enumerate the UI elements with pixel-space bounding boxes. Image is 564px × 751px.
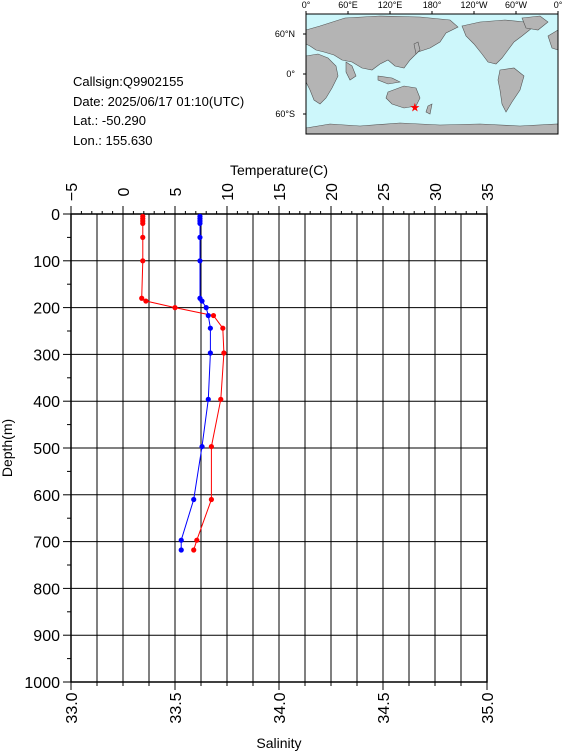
salinity-data-point: [178, 537, 184, 543]
land-greenland: [521, 15, 549, 31]
land-north-america: [461, 19, 533, 65]
salinity-data-point: [205, 312, 211, 319]
map-lon-label: 180°: [423, 0, 442, 10]
temperature-data-point: [208, 496, 214, 503]
temperature-tick-label: 5: [168, 187, 185, 196]
map-ticks: [303, 11, 559, 115]
map-lat-label: 60°N: [275, 29, 295, 39]
salinity-data-point: [203, 305, 209, 311]
temperature-data-point: [140, 234, 146, 240]
map-lon-label: 60°E: [338, 0, 358, 10]
map-lat-label: 60°S: [275, 109, 295, 119]
salinity-data-point: [197, 220, 203, 226]
map-lon-label: 0°: [302, 0, 311, 10]
temperature-data-point: [140, 220, 146, 226]
map-lat-label: 0°: [286, 69, 295, 79]
temperature-tick-label: 10: [220, 183, 237, 201]
temperature-data-point: [218, 396, 224, 402]
salinity-data-point: [207, 325, 213, 331]
temperature-tick-label: 25: [376, 183, 393, 201]
land-new-zealand: [425, 103, 433, 115]
depth-tick-label: 400: [33, 394, 60, 411]
data-series: [139, 213, 227, 553]
depth-tick-label: 500: [33, 441, 60, 458]
depth-tick-label: 100: [33, 254, 60, 271]
temperature-tick-label: 35: [480, 183, 497, 201]
land-eurasia: [305, 15, 459, 71]
depth-tick-label: 0: [51, 207, 60, 224]
salinity-data-point: [207, 350, 213, 356]
salinity-axis-title: Salinity: [256, 735, 301, 751]
latitude-text: Lat.: -50.290: [73, 113, 146, 128]
temperature-data-point: [194, 537, 200, 543]
salinity-data-point: [199, 443, 205, 450]
temperature-data-point: [172, 305, 178, 311]
land-africa: [305, 53, 339, 105]
station-info: Callsign:Q9902155 Date: 2025/06/17 01:10…: [73, 72, 244, 150]
temperature-data-point: [210, 312, 217, 319]
temperature-data-point: [221, 350, 227, 356]
map-lat-labels: 60°N 0° 60°S: [275, 29, 296, 119]
depth-tick-label: 800: [33, 581, 60, 598]
depth-axis-title: Depth(m): [0, 419, 15, 477]
map-lon-label: 0°: [554, 0, 563, 10]
temperature-data-point: [139, 295, 145, 301]
land-australia: [385, 85, 421, 109]
map-lon-label: 120°W: [460, 0, 488, 10]
land-indonesia: [377, 75, 401, 85]
salinity-tick-label: 33.5: [168, 692, 185, 723]
temperature-tick-label: −5: [64, 183, 81, 201]
depth-tick-label: 1000: [24, 675, 60, 692]
temperature-tick-label: 20: [324, 183, 341, 201]
land-south-america: [497, 67, 525, 113]
temperature-data-point: [208, 443, 214, 450]
land-india: [345, 61, 357, 81]
temperature-axis-title: Temperature(C): [230, 162, 328, 178]
temperature-tick-label: 30: [428, 183, 445, 201]
salinity-tick-label: 33.0: [64, 692, 81, 723]
map-land: [305, 15, 559, 135]
longitude-text: Lon.: 155.630: [73, 132, 153, 148]
map-lon-label: 60°W: [505, 0, 528, 10]
salinity-tick-label: 34.0: [272, 692, 289, 723]
salinity-tick-label: 34.5: [376, 692, 393, 723]
salinity-tick-label: 35.0: [480, 692, 497, 723]
depth-tick-label: 300: [33, 347, 60, 364]
date-text: Date: 2025/06/17 01:10(UTC): [73, 93, 245, 109]
temperature-data-point: [220, 325, 226, 331]
depth-tick-label: 600: [33, 488, 60, 505]
callsign-text: Callsign:Q9902155: [73, 74, 184, 89]
temperature-data-point: [143, 298, 149, 304]
salinity-data-point: [178, 547, 184, 553]
chart-grid: [70, 213, 488, 683]
temperature-data-point: [191, 547, 197, 553]
salinity-data-point: [197, 234, 203, 240]
depth-tick-label: 900: [33, 628, 60, 645]
map-lon-labels: 0° 60°E 120°E 180° 120°W 60°W 0°: [302, 0, 563, 10]
land-japan: [413, 41, 421, 55]
salinity-data-point: [205, 396, 211, 402]
salinity-data-point: [199, 298, 205, 304]
salinity-data-point: [191, 496, 197, 503]
depth-tick-label: 200: [33, 301, 60, 318]
temperature-tick-label: 15: [272, 183, 289, 201]
depth-tick-label: 700: [33, 535, 60, 552]
salinity-data-point: [197, 258, 203, 264]
axis-ticks: [63, 206, 488, 690]
float-location-marker: ★: [410, 101, 421, 115]
map-lon-label: 120°E: [378, 0, 403, 10]
temperature-data-point: [140, 258, 146, 264]
temperature-tick-label: 0: [116, 187, 133, 196]
